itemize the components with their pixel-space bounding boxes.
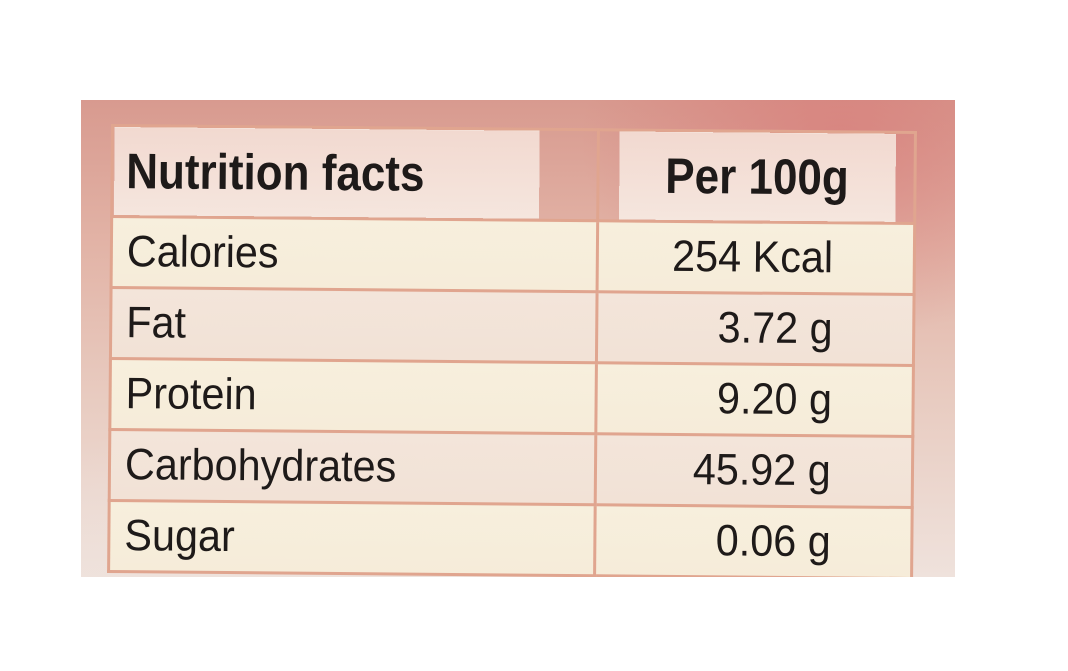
table-header-row: Nutrition facts Per 100g [111,125,916,224]
row-label-text: Fat [126,298,187,348]
row-label-fat: Fat [110,287,598,363]
row-value-text: 45.92 g [692,445,832,496]
nutrition-table-wrapper: Nutrition facts Per 100g Calories 254 Kc… [107,124,917,577]
row-value-text: 0.06 g [715,516,831,567]
table-row-protein: Protein 9.20 g [109,358,914,437]
row-label-text: Carbohydrates [124,440,397,492]
row-label-sugar: Sugar [108,500,596,576]
table-row-calories: Calories 254 Kcal [111,216,915,295]
table-row-sugar: Sugar 0.06 g [108,500,913,577]
row-value-sugar: 0.06 g [594,504,913,577]
row-value-text: 3.72 g [717,303,833,354]
row-value-text: 9.20 g [716,374,832,425]
row-label-protein: Protein [109,358,597,434]
row-label-calories: Calories [111,216,598,292]
table-row-fat: Fat 3.72 g [110,287,915,366]
table-row-carbohydrates: Carbohydrates 45.92 g [109,429,913,508]
nutrition-facts-table: Nutrition facts Per 100g Calories 254 Kc… [107,124,917,577]
row-label-text: Protein [125,369,257,420]
row-label-text: Calories [126,227,279,278]
row-value-fat: 3.72 g [596,291,915,366]
row-label-carbohydrates: Carbohydrates [109,429,596,505]
row-value-calories: 254 Kcal [597,220,915,295]
header-per-100g: Per 100g [616,129,897,224]
row-value-carbohydrates: 45.92 g [595,433,913,508]
header-nutrition-facts: Nutrition facts [111,125,541,221]
row-value-text: 254 Kcal [671,231,834,283]
row-label-text: Sugar [124,511,235,562]
product-label-photo: Nutrition facts Per 100g Calories 254 Kc… [81,100,955,577]
row-value-protein: 9.20 g [595,362,914,437]
